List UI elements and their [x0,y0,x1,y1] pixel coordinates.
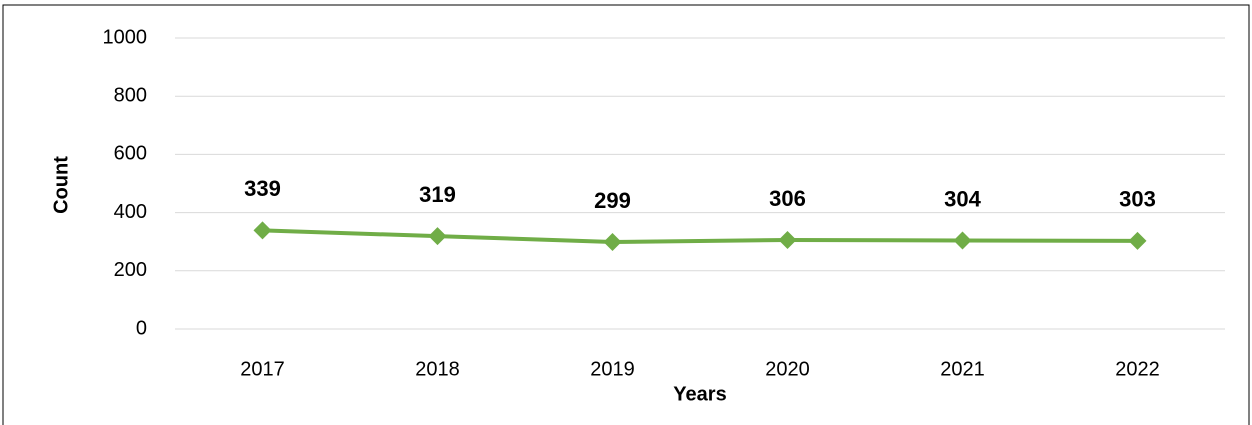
data-label: 319 [419,182,456,207]
x-tick-label: 2022 [1115,358,1160,380]
y-tick-label: 1000 [103,26,148,48]
data-point [953,231,972,250]
y-tick-label: 800 [114,84,147,106]
x-tick-label: 2021 [940,358,985,380]
data-point [603,232,622,251]
x-tick-label: 2020 [765,358,810,380]
data-label: 303 [1119,187,1156,212]
series-line [262,228,1138,244]
y-tick-label: 600 [114,143,147,165]
data-point [1128,231,1147,250]
y-tick-label: 0 [136,317,147,339]
y-tick-label: 200 [114,259,147,281]
chart-frame [2,4,1250,425]
data-label: 299 [594,188,631,213]
x-tick-label: 2019 [590,358,635,380]
data-label: 339 [244,176,281,201]
data-point [253,221,272,240]
y-axis-label: Count [50,156,72,214]
data-point [428,227,447,246]
x-tick-label: 2018 [415,358,460,380]
x-axis-label: Years [673,383,726,405]
data-point [778,230,797,249]
x-tick-label: 2017 [240,358,285,380]
y-tick-label: 400 [114,201,147,223]
data-label: 304 [944,186,981,211]
data-label: 306 [769,186,806,211]
